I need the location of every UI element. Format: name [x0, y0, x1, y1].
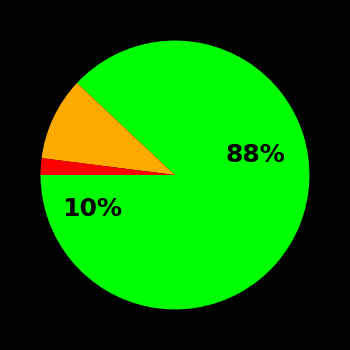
Wedge shape [41, 158, 175, 175]
Wedge shape [41, 41, 309, 309]
Text: 88%: 88% [226, 143, 286, 167]
Text: 10%: 10% [62, 197, 122, 220]
Wedge shape [42, 83, 175, 175]
